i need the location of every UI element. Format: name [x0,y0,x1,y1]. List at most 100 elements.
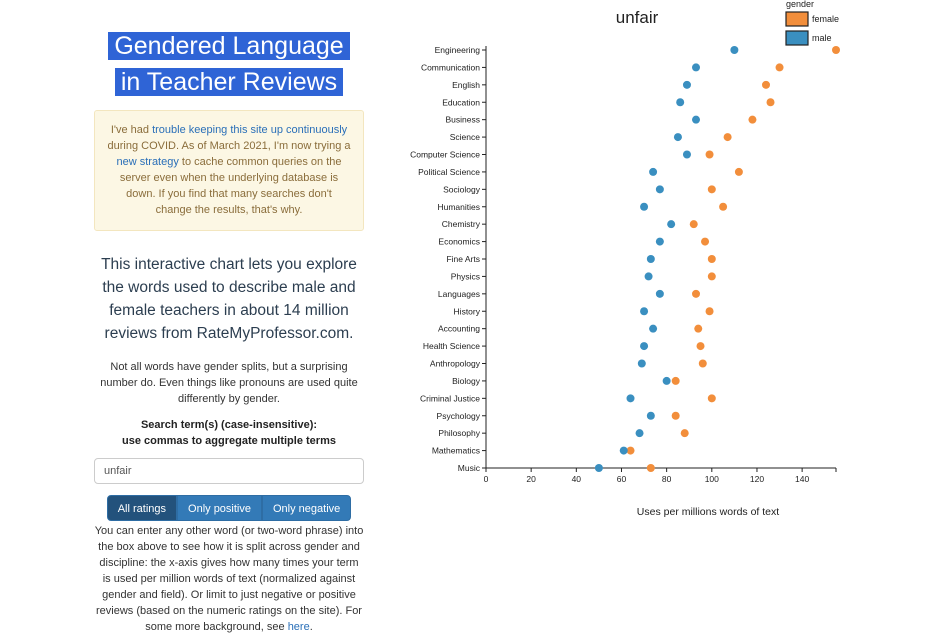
male-point [640,307,649,316]
background-link[interactable]: here [287,621,310,633]
legend-label-female: female [812,14,839,24]
category-label: Computer Science [410,150,480,160]
page-title-line2: in Teacher Reviews [114,68,344,96]
female-point [705,150,714,159]
x-tick-label: 60 [617,474,627,484]
x-tick-label: 140 [795,474,809,484]
category-label: Engineering [435,45,481,55]
male-point [646,255,655,263]
category-label: Anthropology [430,359,481,369]
male-point [649,324,658,333]
female-point [689,220,698,229]
male-point [655,289,664,298]
male-point [640,342,649,351]
female-point [707,185,716,194]
male-point [635,429,644,438]
male-point [637,359,646,368]
female-point [701,237,710,246]
male-point [594,464,603,472]
female-point [705,307,714,316]
male-point [676,98,685,107]
legend-title: gender [786,0,814,9]
only-negative-button[interactable]: Only negative [262,495,352,521]
x-tick-label: 40 [572,474,582,484]
category-label: English [452,80,480,90]
category-label: Political Science [418,167,480,177]
x-tick-label: 0 [484,474,489,484]
covid-notice: I've had trouble keeping this site up co… [94,110,364,231]
male-point [655,237,664,246]
x-tick-label: 20 [526,474,536,484]
category-label: Economics [438,237,480,247]
category-label: Business [446,115,481,125]
page-title: Gendered Language in Teacher Reviews [94,30,364,102]
category-label: Criminal Justice [420,393,480,403]
search-input[interactable]: unfair [94,458,364,484]
category-label: Sociology [443,184,481,194]
male-point [646,411,655,420]
category-label: Languages [438,289,480,299]
female-point [832,46,840,54]
category-label: Humanities [437,202,480,212]
category-label: Psychology [437,411,481,421]
description-end: . [309,621,313,633]
only-positive-button[interactable]: Only positive [177,495,262,521]
female-point [626,446,635,455]
female-point [696,342,705,351]
male-point [644,272,653,281]
notice-link-trouble[interactable]: trouble keeping this site up continuousl… [152,124,348,136]
female-point [646,464,655,472]
female-point [775,63,784,72]
intro-text: This interactive chart lets you explore … [101,256,357,342]
male-point [655,185,664,194]
male-point [682,80,691,89]
female-point [671,411,680,420]
category-label: Philosophy [438,428,480,438]
note-text: Not all words have gender splits, but a … [100,361,358,405]
category-label: Music [458,463,481,473]
plot-area: 0 20 40 60 80 100 120 140 Engineering Communicati… [410,45,840,484]
notice-text-1: I've had [110,124,153,136]
category-label: History [454,306,481,316]
female-point [707,272,716,281]
female-point [719,202,728,211]
notice-text-3: to cache common queries on the server ev… [119,156,342,216]
x-axis-label: Uses per millions words of text [637,506,779,518]
search-label-line1: Search term(s) (case-insensitive): [140,419,318,431]
chart-title: unfair [616,8,659,27]
category-label: Mathematics [432,446,480,456]
male-point [619,446,628,455]
female-point [680,429,689,438]
category-label: Health Science [423,341,480,351]
page-title-line1: Gendered Language [108,32,350,60]
male-point [649,167,658,176]
male-point [692,63,700,72]
legend-label-male: male [812,33,832,43]
female-point [762,80,770,89]
x-tick-label: 120 [750,474,764,484]
female-point [707,255,716,263]
notice-link-strategy[interactable]: new strategy [116,156,179,168]
category-label: Communication [421,62,480,72]
category-label: Biology [452,376,481,386]
female-point [692,289,700,298]
female-point [766,98,775,107]
category-label: Fine Arts [446,254,480,264]
all-ratings-button[interactable]: All ratings [106,495,178,521]
female-point [694,324,703,333]
female-point [748,115,757,124]
male-point [673,133,682,142]
category-label: Accounting [438,324,480,334]
male-point [662,376,671,385]
male-point [692,115,700,124]
male-point [682,150,691,159]
rating-filter-group: All ratings Only positive Only negative [94,495,364,521]
category-label: Chemistry [442,219,481,229]
category-label: Science [450,132,481,142]
female-point [707,394,716,403]
category-label: Physics [451,271,480,281]
legend-swatch-male [785,30,809,46]
x-tick-label: 80 [662,474,672,484]
dot-plot-chart: unfair Uses per millions words of text g… [410,0,840,518]
female-point [723,133,732,142]
